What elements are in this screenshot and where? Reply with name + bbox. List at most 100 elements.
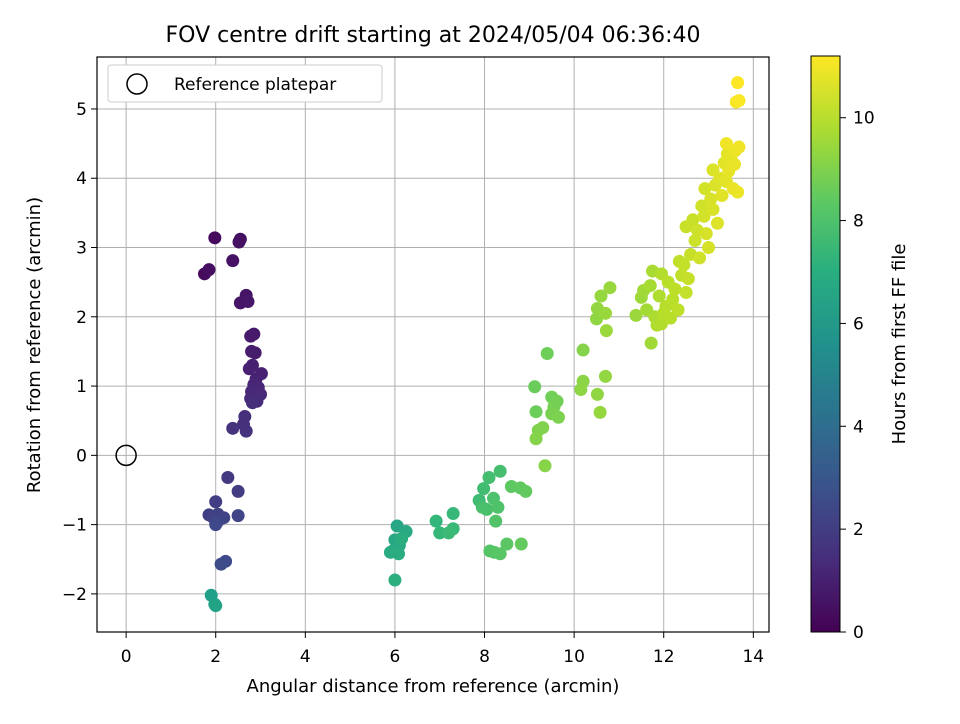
data-point: [480, 502, 494, 516]
reference-marker: [115, 444, 137, 467]
data-point: [536, 421, 550, 435]
data-point: [491, 500, 505, 514]
data-point: [728, 157, 742, 171]
chart-title: FOV centre drift starting at 2024/05/04 …: [166, 23, 701, 48]
data-point: [477, 482, 491, 496]
data-point: [540, 347, 554, 361]
data-point: [482, 471, 496, 485]
colorbar-tick-label: 8: [853, 212, 864, 232]
y-tick-label: −2: [62, 585, 87, 605]
data-point: [226, 254, 240, 268]
data-point: [693, 251, 707, 265]
data-point: [395, 531, 409, 545]
data-point: [699, 227, 713, 241]
data-point: [245, 344, 259, 358]
data-point: [500, 537, 514, 551]
data-point: [209, 495, 223, 509]
data-point: [698, 182, 712, 196]
data-point: [528, 380, 542, 394]
data-point: [671, 303, 685, 317]
data-point: [732, 94, 746, 108]
data-point: [442, 526, 456, 540]
data-point: [603, 281, 617, 295]
data-point: [686, 213, 700, 227]
data-point: [519, 484, 533, 498]
data-point: [715, 189, 729, 203]
data-point: [446, 507, 460, 521]
legend-box: [107, 64, 383, 103]
data-point: [719, 137, 733, 151]
data-point: [529, 405, 543, 419]
data-point: [429, 514, 443, 528]
data-point: [538, 459, 552, 473]
data-point: [710, 216, 724, 230]
data-point: [704, 192, 718, 206]
data-point: [433, 526, 447, 540]
data-point: [244, 329, 258, 343]
data-point: [644, 336, 658, 350]
data-point: [209, 518, 223, 532]
colorbar-tick-label: 6: [853, 314, 864, 334]
data-point: [706, 202, 720, 216]
data-point: [731, 76, 745, 90]
y-tick-label: 4: [76, 169, 87, 189]
data-points: [198, 76, 746, 613]
colorbar-ticks: 0 2 4 6 8 10: [840, 109, 875, 643]
data-point: [593, 405, 607, 419]
x-tick-label: 8: [479, 647, 490, 667]
data-point: [221, 471, 235, 485]
x-tick-label: 0: [121, 647, 132, 667]
data-point: [598, 306, 612, 320]
data-point: [731, 185, 745, 199]
data-point: [629, 308, 643, 322]
data-point: [643, 279, 657, 293]
grid: [97, 57, 769, 632]
y-tick-label: 2: [76, 308, 87, 328]
data-point: [232, 235, 246, 249]
data-point: [209, 599, 223, 613]
data-point: [598, 369, 612, 383]
data-point: [388, 573, 402, 587]
data-point: [226, 421, 240, 435]
data-point: [590, 387, 604, 401]
data-point: [668, 282, 682, 296]
data-point: [732, 140, 746, 154]
colorbar-tick-label: 2: [853, 520, 864, 540]
data-point: [202, 263, 216, 277]
data-point: [214, 557, 228, 571]
colorbar: [810, 55, 841, 633]
data-point: [231, 509, 245, 523]
data-point: [551, 410, 565, 424]
data-point: [594, 289, 608, 303]
y-axis-label: Rotation from reference (arcmin): [24, 197, 45, 493]
data-point: [695, 199, 709, 213]
data-point: [697, 209, 711, 223]
data-point: [702, 241, 716, 255]
y-tick-label: −1: [62, 516, 87, 536]
colorbar-tick-label: 4: [853, 417, 864, 437]
data-point: [576, 343, 590, 357]
colorbar-tick-label: 10: [853, 109, 875, 129]
legend-marker: [126, 73, 148, 95]
x-tick-label: 2: [210, 647, 221, 667]
x-tick-label: 4: [300, 647, 311, 667]
colorbar-label: Hours from first FF file: [889, 244, 910, 445]
data-point: [493, 547, 507, 561]
data-point: [574, 383, 588, 397]
data-point: [666, 292, 680, 306]
plot-frame: [96, 56, 770, 633]
data-point: [231, 484, 245, 498]
y-tick-label: 0: [76, 446, 87, 466]
y-axis-ticks: −2 −1 0 1 2 3 4 5: [62, 100, 97, 605]
x-tick-label: 12: [653, 647, 675, 667]
data-point: [679, 286, 693, 300]
data-point: [663, 311, 677, 325]
x-axis-label: Angular distance from reference (arcmin): [247, 676, 620, 697]
data-point: [489, 514, 503, 528]
x-tick-label: 14: [742, 647, 764, 667]
data-point: [242, 362, 256, 376]
data-point: [245, 396, 259, 410]
data-point: [392, 547, 406, 561]
y-tick-label: 5: [76, 100, 87, 120]
